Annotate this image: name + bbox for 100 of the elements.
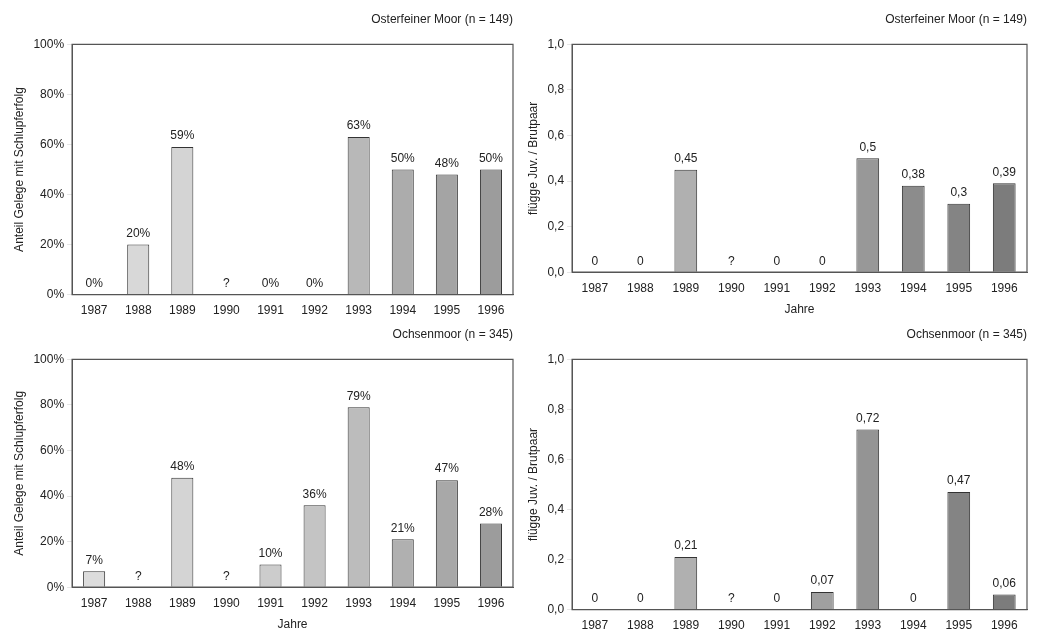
data-label: 0,3 xyxy=(950,185,968,200)
data-label: 0,21 xyxy=(674,538,698,553)
x-tick-label: 1995 xyxy=(945,280,973,295)
y-axis-title: Anteil Gelege mit Schlupferfolg xyxy=(11,87,26,252)
data-label: 63% xyxy=(346,118,372,133)
y-tick-label: 0,4 xyxy=(547,173,565,188)
text: ? xyxy=(223,275,230,290)
y-tick-label: 80% xyxy=(40,86,65,101)
data-label: 48% xyxy=(170,459,195,474)
x-tick-label: 1991 xyxy=(257,595,285,610)
x-tick-label: 1987 xyxy=(581,618,609,633)
chart-title: Ochsenmoor (n = 345) xyxy=(906,326,1027,341)
chart-title: Osterfeiner Moor (n = 149) xyxy=(371,11,513,26)
data-label: 0 xyxy=(636,253,644,268)
x-tick-label: 1993 xyxy=(854,280,882,295)
x-tick-label: 1992 xyxy=(301,303,329,318)
data-label: 0,07 xyxy=(810,573,835,588)
x-tick-label: 1990 xyxy=(717,280,745,295)
data-label: 0% xyxy=(261,275,280,290)
data-label: 48% xyxy=(434,155,460,170)
data-label: 0,38 xyxy=(901,166,926,181)
text: ? xyxy=(223,568,230,583)
data-label: 0 xyxy=(636,590,644,605)
x-tick-label: 1993 xyxy=(345,595,373,610)
data-label: 21% xyxy=(390,520,416,535)
x-tick-label: 1989 xyxy=(672,280,700,295)
data-label: 0 xyxy=(818,253,826,268)
y-tick-label: 0,2 xyxy=(547,218,565,233)
x-tick-label: 1991 xyxy=(763,618,791,633)
data-label: 0,06 xyxy=(992,575,1017,590)
y-tick-label: 0,8 xyxy=(547,82,565,97)
data-label: 0 xyxy=(909,590,917,605)
x-tick-label: 1991 xyxy=(257,303,285,318)
x-tick-label: 1989 xyxy=(168,595,196,610)
text: ? xyxy=(727,253,735,268)
y-tick-label: 40% xyxy=(40,186,65,201)
x-tick-label: 1990 xyxy=(717,618,745,633)
x-tick-label: 1996 xyxy=(990,280,1018,295)
y-tick-label: 60% xyxy=(40,136,65,151)
data-label: 0,72 xyxy=(856,410,880,425)
x-tick-label: 1996 xyxy=(990,618,1018,633)
y-axis-title: Anteil Gelege mit Schlupferfolg xyxy=(11,390,26,556)
x-tick-label: 1993 xyxy=(345,303,373,318)
data-label: 0% xyxy=(305,275,324,290)
data-label: 0,5 xyxy=(859,139,877,154)
x-tick-label: 1994 xyxy=(389,303,417,318)
y-tick-label: 40% xyxy=(40,488,65,503)
x-tick-label: 1995 xyxy=(433,303,461,318)
x-tick-label: 1990 xyxy=(213,303,241,318)
y-tick-label: 1,0 xyxy=(547,36,565,51)
chart-title: Osterfeiner Moor (n = 149) xyxy=(885,11,1027,26)
y-tick-label: 20% xyxy=(40,533,65,548)
y-axis-title: flügge Juv. / Brutpaar xyxy=(525,427,540,542)
data-label: 0,47 xyxy=(947,473,971,488)
data-label: 59% xyxy=(170,128,195,143)
data-label: 0% xyxy=(85,275,104,290)
x-tick-label: 1987 xyxy=(80,303,108,318)
y-tick-label: 0% xyxy=(46,286,65,301)
chart-title: Ochsenmoor (n = 345) xyxy=(392,326,513,341)
x-tick-label: 1994 xyxy=(389,595,417,610)
y-tick-label: 0% xyxy=(46,579,65,594)
x-tick-label: 1996 xyxy=(477,303,505,318)
data-label: 50% xyxy=(478,150,504,165)
x-tick-label: 1992 xyxy=(808,618,836,633)
y-tick-label: 100% xyxy=(33,36,65,51)
x-tick-label: 1988 xyxy=(124,303,152,318)
x-axis-title: Jahre xyxy=(784,302,815,317)
x-tick-label: 1994 xyxy=(899,280,927,295)
text: ? xyxy=(134,568,142,583)
y-tick-label: 0,8 xyxy=(547,401,565,416)
data-label: 0 xyxy=(773,590,781,605)
y-tick-label: 0,4 xyxy=(547,501,565,516)
data-label: 47% xyxy=(434,461,460,476)
x-tick-label: 1994 xyxy=(899,618,927,633)
x-tick-label: 1989 xyxy=(168,303,196,318)
data-label: 28% xyxy=(478,504,504,519)
x-tick-label: 1989 xyxy=(672,618,700,633)
x-tick-label: 1991 xyxy=(763,280,791,295)
y-tick-label: 0,0 xyxy=(547,264,565,279)
y-axis-title: flügge Juv. / Brutpaar xyxy=(525,101,540,215)
data-label: 0 xyxy=(591,253,599,268)
x-tick-label: 1995 xyxy=(433,595,461,610)
data-label: 7% xyxy=(85,552,104,567)
x-tick-label: 1988 xyxy=(626,280,654,295)
y-tick-label: 100% xyxy=(33,351,65,366)
y-tick-label: 0,6 xyxy=(547,127,565,142)
data-label: 36% xyxy=(302,486,327,501)
data-label: 0 xyxy=(773,253,781,268)
x-tick-label: 1996 xyxy=(477,595,505,610)
data-label: 0,45 xyxy=(674,151,698,165)
x-tick-label: 1992 xyxy=(301,595,329,610)
x-tick-label: 1992 xyxy=(808,280,836,295)
x-tick-label: 1988 xyxy=(626,618,654,633)
y-tick-label: 80% xyxy=(40,397,65,412)
x-tick-label: 1988 xyxy=(124,595,152,610)
data-label: 0 xyxy=(591,590,599,605)
y-tick-label: 0,6 xyxy=(547,451,565,466)
y-tick-label: 20% xyxy=(40,236,65,251)
x-tick-label: 1995 xyxy=(945,618,973,633)
x-tick-label: 1990 xyxy=(213,595,241,610)
